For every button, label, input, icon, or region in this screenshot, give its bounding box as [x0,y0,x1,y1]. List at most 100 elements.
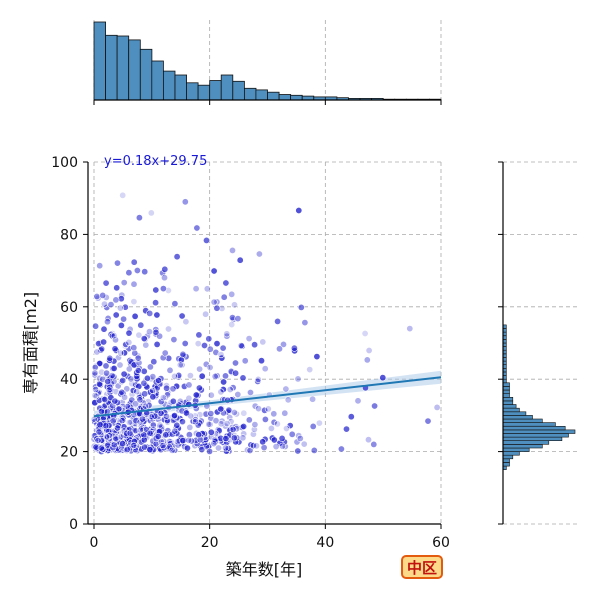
scatter-point [205,335,213,343]
scatter-point [406,325,414,333]
scatter-point [226,413,234,421]
scatter-point [99,291,107,299]
scatter-point [371,402,379,410]
scatter-point [202,310,210,318]
scatter-point [217,420,225,428]
x-axis-title: 築年数[年] [226,560,303,579]
scatter-point [155,376,163,384]
scatter-point [125,338,133,346]
scatter-point [163,384,171,392]
scatter-point [192,285,200,293]
scatter-point [206,447,214,455]
scatter-point [102,279,110,287]
scatter-point [130,344,138,352]
scatter-point [125,365,133,373]
scatter-point [96,262,104,270]
scatter-point [92,322,100,330]
scatter-point [173,253,181,261]
scatter-point [137,426,145,434]
y-tick-label: 40 [60,372,78,388]
scatter-point [244,446,252,454]
x-tick-label: 60 [432,535,450,551]
y-hist-bar [502,418,543,423]
y-axis-title: 専有面積[m2] [21,292,40,394]
scatter-point [193,224,201,232]
scatter-point [205,420,213,428]
marginal-x-histogram [93,20,442,105]
scatter-point [143,374,151,382]
scatter-point [110,364,118,372]
y-hist-bar [502,454,514,460]
x-hist-bar [197,84,211,101]
scatter-point [136,396,144,404]
scatter-point [247,388,255,396]
scatter-point [245,416,253,424]
scatter-point [255,405,263,413]
scatter-point [181,339,189,347]
scatter-point [195,384,203,392]
scatter-point [166,366,174,374]
scatter-point [284,396,292,404]
scatter-point [274,317,282,325]
scatter-point [236,256,244,264]
scatter-point [259,338,267,346]
scatter-point [232,369,240,377]
x-hist-bar [278,94,292,101]
scatter-point [364,436,372,444]
scatter-point [313,353,321,361]
scatter-point [185,436,193,444]
scatter-point [297,303,305,311]
x-hist-bar [128,39,141,101]
scatter-point [183,444,191,452]
scatter-point [141,402,149,410]
scatter-point [354,397,362,405]
scatter-point [154,432,162,440]
scatter-point [152,328,160,336]
scatter-point [255,250,263,258]
scatter-point [159,285,167,293]
scatter-point [264,405,272,413]
scatter-point [181,198,189,206]
scatter-point [267,424,275,432]
scatter-point [152,286,160,294]
scatter-point [101,395,109,403]
scatter-point [179,418,187,426]
scatter-point [241,357,249,365]
y-hist-bar [502,400,514,405]
scatter-point [315,419,323,427]
scatter-point [211,372,219,380]
scatter-point [157,398,165,406]
scatter-point [149,386,157,394]
y-hist-bar [502,425,566,431]
scatter-point [178,312,186,320]
scatter-point [278,442,286,450]
scatter-point [109,417,117,425]
scatter-point [203,236,211,244]
scatter-point [226,385,234,393]
scatter-point [228,290,236,298]
scatter-point [179,350,187,358]
x-tick-label: 0 [90,535,99,551]
scatter-point [282,385,290,393]
scatter-point [342,425,350,433]
scatter-point [347,413,355,421]
scatter-point [163,417,171,425]
scatter-point [94,436,102,444]
scatter-point [95,428,103,436]
y-hist-bar [502,396,514,402]
scatter-point [261,365,269,373]
scatter-point [361,329,369,337]
district-badge: 中区 [401,555,443,579]
scatter-point [198,372,206,380]
regression-line [93,376,442,418]
scatter-point [294,447,302,455]
scatter-point [171,300,179,308]
axes-layer: 0 20 40 60 0 20 40 60 80 100 [51,155,450,551]
scatter-point [188,437,196,445]
regression-equation: y=0.18x+29.75 [104,154,207,169]
scatter-point [282,424,290,432]
scatter-point [102,422,110,430]
x-hist-bar [139,48,153,101]
scatter-point [217,351,225,359]
scatter-point [146,446,154,454]
